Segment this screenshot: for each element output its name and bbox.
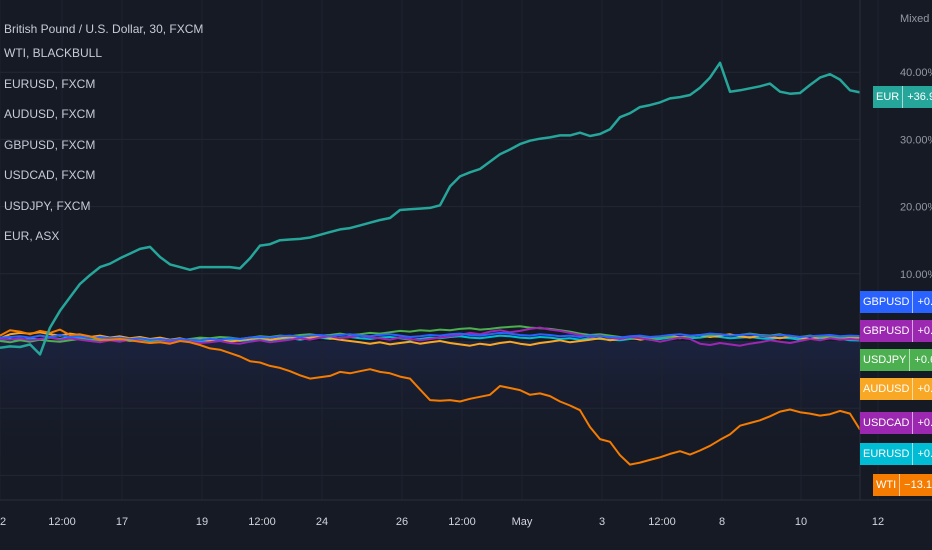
price-tag-value: +36.99% <box>902 86 932 108</box>
x-tick-label: 12:00 <box>648 516 676 528</box>
legend-item[interactable]: GBPUSD, FXCM <box>4 137 96 152</box>
price-tag-value: +0.68% <box>909 349 932 371</box>
x-tick-label: 12 <box>872 516 884 528</box>
legend-item[interactable]: EURUSD, FXCM <box>4 76 96 91</box>
area-shade <box>0 341 860 471</box>
price-tag[interactable]: USDJPY+0.68% <box>860 349 932 371</box>
price-tag-symbol: EURUSD <box>863 448 910 460</box>
legend-item[interactable]: USDJPY, FXCM <box>4 198 91 213</box>
x-tick-label: 12:00 <box>448 516 476 528</box>
legend-item[interactable]: USDCAD, FXCM <box>4 168 96 182</box>
x-tick-label: 19 <box>196 516 208 528</box>
y-tick-label: 10.00% <box>900 269 932 281</box>
legend-item[interactable]: EUR, ASX <box>4 229 60 243</box>
price-tag-value: −13.18% <box>899 474 932 496</box>
price-tag-symbol: EUR <box>876 91 900 103</box>
series-line-gbpusd[interactable] <box>0 331 861 342</box>
y-tick-label: 40.00% <box>900 67 932 79</box>
series-line-eur[interactable] <box>0 61 861 356</box>
price-tag-symbol: USDJPY <box>863 354 907 366</box>
x-tick-label: 10 <box>795 516 807 528</box>
price-tag[interactable]: USDCAD+0.20% <box>860 412 932 434</box>
chart-title[interactable]: British Pound / U.S. Dollar, 30, FXCM <box>4 22 204 36</box>
series-layer <box>0 61 861 466</box>
x-tick-label: 17 <box>116 516 128 528</box>
price-tag-value: +0.75% <box>912 320 932 342</box>
legend-item[interactable]: WTI, BLACKBULL <box>4 46 103 60</box>
price-tag[interactable]: EUR+36.99% <box>873 86 932 108</box>
price-tag-value: +0.08% <box>912 443 932 465</box>
price-tag-value: +0.20% <box>912 412 932 434</box>
price-tag[interactable]: WTI−13.18% <box>873 474 932 496</box>
price-tag-symbol: GBPUSD <box>863 296 910 308</box>
price-tag[interactable]: GBPUSD+0.75% <box>860 320 932 342</box>
y-tick-label: 20.00% <box>900 202 932 214</box>
x-tick-label: 26 <box>396 516 408 528</box>
price-tag-symbol: AUDUSD <box>863 383 910 395</box>
price-tag[interactable]: EURUSD+0.08% <box>860 443 932 465</box>
legend-item[interactable]: AUDUSD, FXCM <box>4 107 96 121</box>
series-line-audusd[interactable] <box>0 331 860 347</box>
x-tick-label: 12:00 <box>248 516 276 528</box>
time-axis[interactable]: 12 12:00 17 19 12:00 24 26 12:00 May 3 12:00 8 10 12 <box>0 516 884 528</box>
scale-mode-label[interactable]: Mixed <box>900 13 929 25</box>
x-tick-label: 24 <box>316 516 328 528</box>
price-tag[interactable]: GBPUSD+0.75% <box>860 291 932 313</box>
legend: WTI, BLACKBULL EURUSD, FXCM AUDUSD, FXCM GB… <box>4 46 102 260</box>
price-tag-symbol: WTI <box>876 479 897 491</box>
price-tag[interactable]: AUDUSD+0.50% <box>860 378 932 400</box>
price-axis[interactable]: 10.00% 20.00% 30.00% 40.00% <box>900 67 932 281</box>
x-tick-label: 12:00 <box>48 516 76 528</box>
price-tag-symbol: USDCAD <box>863 417 910 429</box>
x-tick-label: 12 <box>0 516 6 528</box>
price-tag-value: +0.50% <box>912 378 932 400</box>
price-tag-symbol: GBPUSD <box>863 325 910 337</box>
y-tick-label: 30.00% <box>900 134 932 146</box>
series-line-wti[interactable] <box>0 328 861 466</box>
x-tick-label: May <box>512 516 533 528</box>
price-tag-value: +0.75% <box>912 291 932 313</box>
x-tick-label: 8 <box>719 516 725 528</box>
x-tick-label: 3 <box>599 516 605 528</box>
